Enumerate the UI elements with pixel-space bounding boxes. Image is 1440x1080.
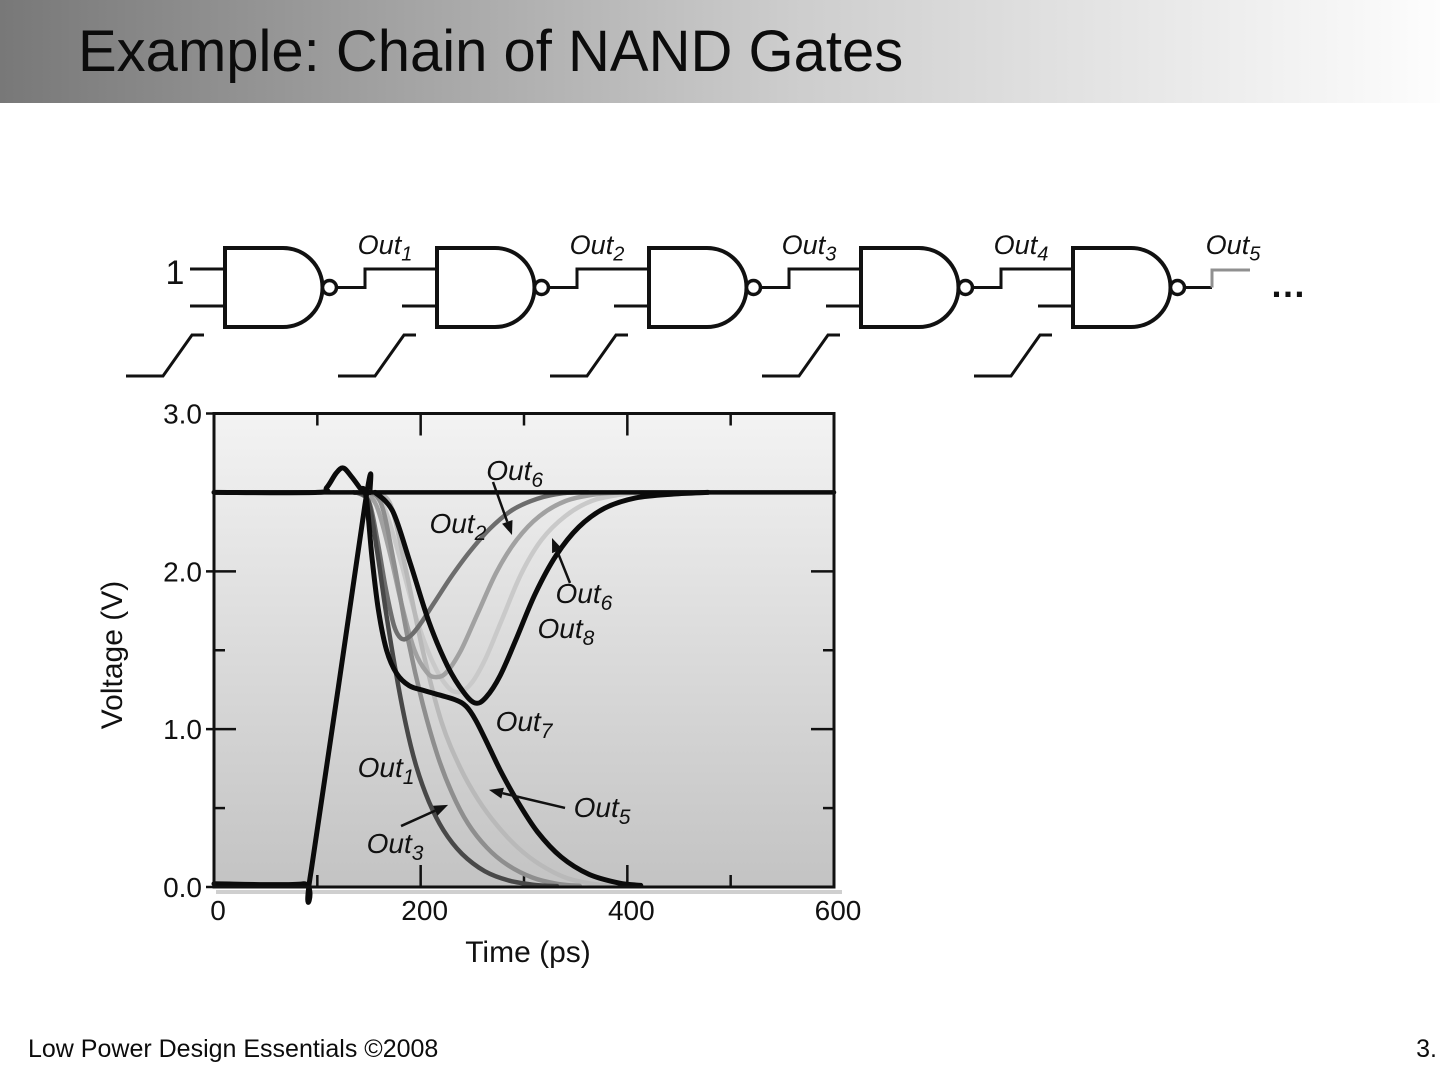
nand-body xyxy=(223,246,325,329)
curve-out5 xyxy=(371,490,620,889)
plot-frame xyxy=(212,412,836,889)
arrowhead-icon-out3 xyxy=(433,804,449,816)
curve-out7 xyxy=(211,465,644,888)
nand-gate-1 xyxy=(190,246,339,329)
x-tick-label: 200 xyxy=(401,895,448,926)
inversion-bubble-icon xyxy=(956,278,975,297)
x-axis-title: Time (ps) xyxy=(465,936,591,969)
wire-out3 xyxy=(760,267,861,289)
x-tick-label: 0 xyxy=(210,895,226,926)
chart-label-arrow-out6 xyxy=(491,481,509,523)
x-tick-label: 400 xyxy=(608,895,655,926)
gate-output-label-5: Out5 xyxy=(1206,230,1262,266)
y-axis-title: Voltage (V) xyxy=(96,581,129,729)
chart-label-out5: Out5 xyxy=(574,792,631,829)
chart-label-out6: Out6 xyxy=(556,578,613,615)
chart-label-out6: Out6 xyxy=(486,455,543,492)
inversion-bubble-icon xyxy=(1168,278,1187,297)
arrowhead-icon-out5 xyxy=(489,787,504,799)
chart-label-out7: Out7 xyxy=(496,706,554,743)
chart-label-out8: Out8 xyxy=(538,613,595,650)
nand-body xyxy=(1071,246,1173,329)
curve-out8 xyxy=(372,489,711,706)
gate-output-label-4: Out4 xyxy=(994,230,1049,266)
nand-gate-2 xyxy=(402,246,551,329)
y-tick-label: 3.0 xyxy=(163,399,202,430)
ramp-signal-icon-4 xyxy=(762,333,840,378)
wire-out4 xyxy=(972,267,1073,289)
inversion-bubble-icon xyxy=(744,278,763,297)
voltage-time-chart: 0.01.02.03.00 200 400 600Out6Out2Out6Out8Ou… xyxy=(96,399,861,970)
curve-in xyxy=(211,471,374,905)
y-tick-label: 1.0 xyxy=(163,714,202,745)
x-tick-label: 600 xyxy=(815,895,862,926)
curve-out1 xyxy=(351,490,560,889)
inversion-bubble-icon xyxy=(320,278,339,297)
chart-label-arrow-out3 xyxy=(400,809,436,828)
wire-out1 xyxy=(336,267,437,289)
slide-title-bar: Example: Chain of NAND Gates xyxy=(0,0,1440,103)
curve-out3 xyxy=(361,490,583,889)
chart-label-arrow-out6 xyxy=(556,550,572,584)
nand-gate-5 xyxy=(1038,246,1187,329)
ramp-signal-icon-1 xyxy=(126,333,204,378)
inversion-bubble-icon xyxy=(532,278,551,297)
nand-gate-4 xyxy=(826,246,975,329)
nand-body xyxy=(859,246,961,329)
logic-one-label: 1 xyxy=(166,254,185,292)
gate-output-label-3: Out3 xyxy=(782,230,837,266)
step-signal-icon xyxy=(1210,268,1250,288)
ramp-signal-icon-3 xyxy=(550,333,628,378)
arrowhead-icon-out6 xyxy=(502,520,513,535)
ramp-signal-icon-5 xyxy=(974,333,1052,378)
nand-gate-3 xyxy=(614,246,763,329)
chart-label-out1: Out1 xyxy=(358,752,415,789)
chart-label-out2: Out2 xyxy=(429,508,486,545)
chain-continues-ellipsis: … xyxy=(1270,264,1306,305)
chart-label-arrow-out5 xyxy=(502,791,566,810)
ramp-signal-icon-2 xyxy=(338,333,416,378)
nand-body xyxy=(647,246,749,329)
gate-output-label-1: Out1 xyxy=(358,230,413,266)
footer-credit: Low Power Design Essentials ©2008 xyxy=(28,1035,439,1063)
wire-out2 xyxy=(548,267,649,289)
y-tick-label: 0.0 xyxy=(163,872,202,903)
y-tick-label: 2.0 xyxy=(163,556,202,587)
nand-body xyxy=(435,246,537,329)
nand-chain-schematic: 1 Out1 Out2 Out3 Out4 …Out5 xyxy=(126,230,1306,378)
chart-label-out3: Out3 xyxy=(367,828,424,865)
footer-page-number: 3. xyxy=(1416,1035,1437,1063)
arrowhead-icon-out6 xyxy=(552,538,563,554)
gate-output-label-2: Out2 xyxy=(570,230,625,266)
page-title: Example: Chain of NAND Gates xyxy=(78,19,904,84)
